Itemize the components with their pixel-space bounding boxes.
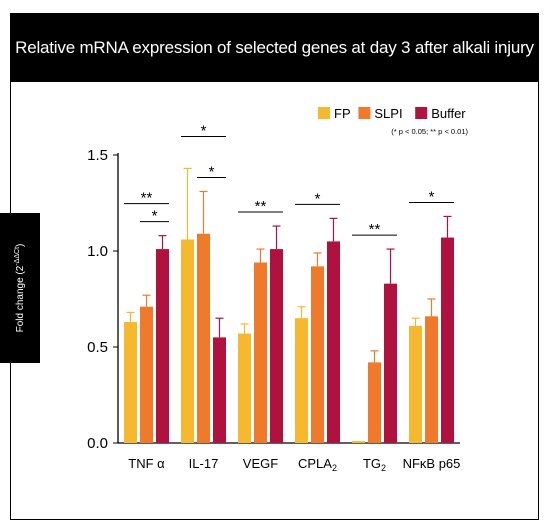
significance-marker: ** xyxy=(369,221,381,238)
x-tick-label: NFκB p65 xyxy=(403,456,461,471)
y-tick-label: 1.0 xyxy=(87,243,108,260)
legend-swatch-buffer xyxy=(415,107,428,119)
legend-swatch-slpi xyxy=(358,107,371,119)
legend-label: FP xyxy=(334,106,351,121)
bar-buffer xyxy=(441,237,454,443)
significance-marker: * xyxy=(209,163,215,180)
bar-fp xyxy=(409,325,422,443)
significance-marker: * xyxy=(315,190,321,207)
bar-buffer xyxy=(384,283,397,443)
chart-title: Relative mRNA expression of selected gen… xyxy=(15,37,534,57)
bar-buffer xyxy=(156,249,169,443)
bar-buffer xyxy=(327,241,340,443)
bar-slpi xyxy=(197,233,210,443)
bar-slpi xyxy=(368,362,381,443)
bar-buffer xyxy=(213,337,226,443)
chart-title-bar: Relative mRNA expression of selected gen… xyxy=(10,13,539,82)
legend-note: (* p < 0.05; ** p < 0.01) xyxy=(391,127,468,136)
legend-label: Buffer xyxy=(431,106,466,121)
bar-slpi xyxy=(254,262,267,443)
y-tick-label: 0.5 xyxy=(87,339,108,356)
bar-slpi xyxy=(140,306,153,443)
bar-fp xyxy=(352,441,365,443)
bar-fp xyxy=(181,239,194,443)
x-tick-label: VEGF xyxy=(243,456,278,471)
bar-slpi xyxy=(311,266,324,443)
significance-marker: ** xyxy=(255,198,267,215)
bar-buffer xyxy=(270,249,283,443)
y-tick-label: 0.0 xyxy=(87,435,108,452)
bar-fp xyxy=(124,322,137,443)
x-tick-label: TNF α xyxy=(128,456,165,471)
legend-label: SLPI xyxy=(374,106,402,121)
significance-marker: ** xyxy=(141,190,153,207)
y-tick-label: 1.5 xyxy=(87,147,108,164)
bar-slpi xyxy=(425,316,438,443)
x-tick-label: IL-17 xyxy=(189,456,219,471)
bar-fp xyxy=(238,333,251,443)
significance-marker: * xyxy=(152,208,158,225)
x-tick-label: CPLA2 xyxy=(298,456,337,473)
bar-fp xyxy=(295,318,308,443)
y-axis-label-box: Fold change (2-ΔΔCt) xyxy=(0,213,40,363)
x-tick-label: TG2 xyxy=(363,456,386,473)
significance-marker: * xyxy=(201,122,207,139)
legend-swatch-fp xyxy=(318,107,330,119)
significance-marker: * xyxy=(429,188,435,205)
